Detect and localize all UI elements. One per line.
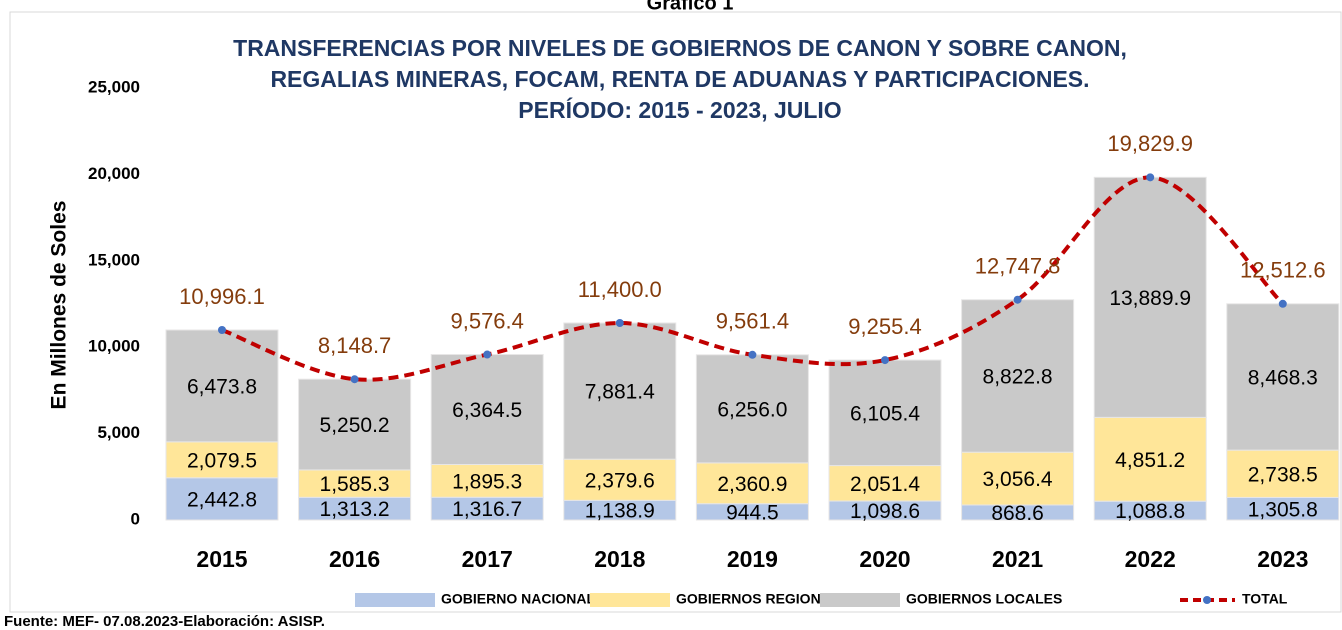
legend-swatch (820, 593, 900, 607)
data-label: 1,585.3 (320, 473, 390, 496)
y-tick-label: 25,000 (88, 77, 140, 96)
data-label: 1,895.3 (452, 470, 522, 493)
chart-frame (9, 11, 1342, 613)
data-label: 6,256.0 (717, 398, 787, 421)
total-label: 19,829.9 (1107, 131, 1193, 156)
bar-segment (430, 354, 544, 465)
total-marker (615, 319, 624, 328)
bar-segment (1093, 416, 1207, 502)
x-tick-label: 2023 (1257, 546, 1308, 572)
data-label: 2,051.4 (850, 473, 920, 496)
total-label: 12,512.6 (1240, 258, 1326, 283)
data-label: 2,360.9 (717, 473, 787, 496)
data-label: 13,889.9 (1109, 287, 1191, 310)
data-label: 8,468.3 (1248, 366, 1318, 389)
data-label: 1,305.8 (1248, 498, 1318, 521)
data-label: 1,098.6 (850, 500, 920, 523)
data-label: 6,364.5 (452, 399, 522, 422)
data-label: 2,442.8 (187, 488, 257, 511)
y-tick-label: 10,000 (88, 337, 140, 356)
x-tick-label: 2020 (859, 546, 910, 572)
data-label: 868.6 (991, 502, 1044, 525)
total-label: 9,255.4 (848, 314, 921, 339)
total-label: 8,148.7 (318, 333, 391, 358)
data-label: 1,138.9 (585, 500, 655, 523)
legend-label: GOBIERNOS REGIONALES (676, 591, 858, 607)
bar-segment (828, 465, 942, 502)
bar-segment (563, 458, 677, 501)
data-label: 2,379.6 (585, 469, 655, 492)
y-tick-label: 5,000 (97, 423, 140, 442)
x-tick-label: 2021 (992, 546, 1043, 572)
total-label: 11,400.0 (578, 277, 662, 302)
data-label: 2,079.5 (187, 449, 257, 472)
data-label: 2,738.5 (1248, 463, 1318, 486)
total-label: 12,747.8 (975, 254, 1061, 279)
x-tick-label: 2019 (727, 546, 778, 572)
legend-swatch (1203, 596, 1211, 604)
x-tick-label: 2016 (329, 546, 380, 572)
bar-segment (695, 462, 809, 505)
data-label: 6,105.4 (850, 402, 920, 425)
source-note: Fuente: MEF- 07.08.2023-Elaboración: ASI… (4, 613, 325, 630)
total-marker (1013, 295, 1022, 304)
chart-header: Gráfico 1 (647, 0, 734, 14)
data-label: 1,088.8 (1115, 500, 1185, 523)
x-tick-label: 2022 (1125, 546, 1176, 572)
data-label: 8,822.8 (983, 365, 1053, 388)
total-marker (1278, 299, 1287, 308)
bar-segment (695, 354, 809, 464)
data-label: 1,313.2 (320, 498, 390, 521)
data-label: 944.5 (726, 501, 779, 524)
total-label: 10,996.1 (179, 284, 265, 309)
bar-segment (563, 322, 677, 460)
chart-title: REGALIAS MINERAS, FOCAM, RENTA DE ADUANA… (270, 66, 1089, 92)
data-label: 7,881.4 (585, 381, 655, 404)
y-tick-label: 20,000 (88, 164, 140, 183)
total-line (221, 175, 1285, 382)
data-label: 5,250.2 (320, 414, 390, 437)
chart-title: PERÍODO: 2015 - 2023, JULIO (518, 96, 841, 123)
y-tick-label: 15,000 (88, 250, 140, 269)
legend-label: GOBIERNOS LOCALES (906, 591, 1062, 607)
data-label: 1,316.7 (452, 498, 522, 521)
x-tick-label: 2017 (462, 546, 513, 572)
total-marker (483, 350, 492, 359)
total-marker (748, 350, 757, 359)
chart-title: TRANSFERENCIAS POR NIVELES DE GOBIERNOS … (233, 35, 1127, 61)
y-axis-label: En Millones de Soles (48, 201, 71, 410)
legend-label: TOTAL (1242, 591, 1288, 607)
legend-swatch (590, 593, 670, 607)
data-label: 4,851.2 (1115, 449, 1185, 472)
bar-segment (828, 359, 942, 467)
data-label: 3,056.4 (983, 468, 1053, 491)
legend-swatch (355, 593, 435, 607)
total-marker (881, 356, 889, 365)
total-label: 9,561.4 (716, 309, 789, 334)
total-marker (350, 375, 359, 384)
total-label: 9,576.4 (450, 308, 523, 333)
x-tick-label: 2015 (196, 546, 247, 572)
x-tick-label: 2018 (594, 546, 645, 572)
bar-segment (961, 451, 1075, 506)
y-tick-label: 0 (131, 509, 140, 528)
total-marker (218, 325, 226, 334)
bar-segment (1226, 303, 1340, 451)
legend-label: GOBIERNO NACIONAL (441, 591, 595, 607)
bar-segment (430, 463, 544, 498)
bar-segment (1093, 176, 1207, 418)
total-marker (1146, 173, 1155, 182)
data-label: 6,473.8 (187, 375, 257, 398)
